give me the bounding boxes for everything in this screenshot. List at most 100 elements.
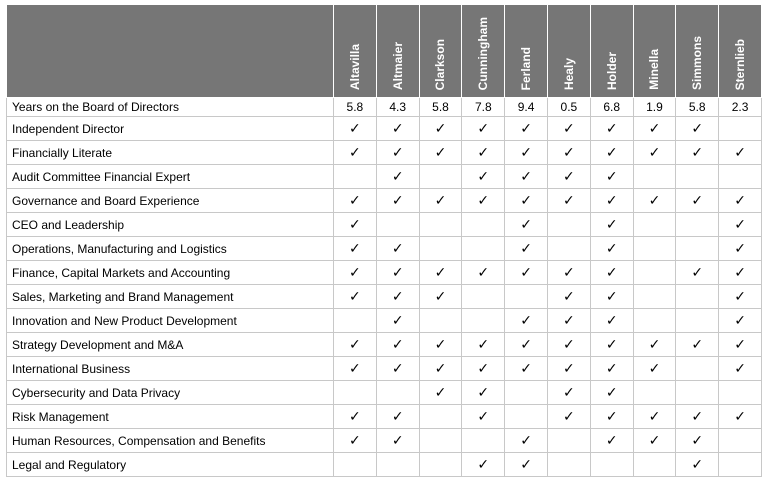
- checkmark-icon: ✓: [349, 360, 361, 376]
- skill-cell: ✓: [418, 188, 463, 213]
- skill-cell: [418, 452, 463, 477]
- skill-cell: [718, 428, 762, 453]
- checkmark-icon: ✓: [349, 336, 361, 352]
- checkmark-icon: ✓: [563, 264, 575, 280]
- skill-cell: ✓: [675, 428, 720, 453]
- checkmark-icon: ✓: [734, 216, 746, 232]
- checkmark-icon: ✓: [349, 120, 361, 136]
- skill-cell: ✓: [461, 260, 506, 285]
- checkmark-icon: ✓: [563, 168, 575, 184]
- skill-row: Sales, Marketing and Brand Management ✓ ✓ ✓…: [6, 284, 762, 309]
- years-value: 6.8: [589, 97, 634, 117]
- skill-cell: [546, 452, 591, 477]
- checkmark-icon: ✓: [691, 144, 704, 160]
- skill-cell: ✓: [589, 380, 634, 405]
- checkmark-icon: ✓: [349, 432, 361, 448]
- skill-cell: ✓: [375, 164, 420, 189]
- checkmark-icon: ✓: [477, 336, 490, 352]
- checkmark-icon: ✓: [648, 360, 661, 376]
- skill-cell: ✓: [589, 308, 634, 333]
- skill-cell: ✓: [632, 332, 677, 357]
- skill-cell: ✓: [504, 188, 548, 213]
- header-corner: [6, 4, 334, 98]
- skill-cell: ✓: [718, 188, 762, 213]
- skill-cell: ✓: [333, 332, 377, 357]
- checkmark-icon: ✓: [691, 408, 704, 424]
- skill-cell: ✓: [718, 308, 762, 333]
- skill-cell: [632, 380, 677, 405]
- skill-cell: ✓: [375, 308, 420, 333]
- skill-cell: ✓: [546, 332, 591, 357]
- skill-cell: ✓: [504, 140, 548, 165]
- skill-cell: ✓: [718, 404, 762, 429]
- skill-cell: ✓: [718, 356, 762, 381]
- skill-cell: ✓: [546, 380, 591, 405]
- checkmark-icon: ✓: [734, 336, 746, 352]
- skill-cell: ✓: [589, 236, 634, 261]
- checkmark-icon: ✓: [434, 336, 447, 352]
- skill-cell: [632, 452, 677, 477]
- checkmark-icon: ✓: [691, 432, 704, 448]
- skill-label: Sales, Marketing and Brand Management: [6, 284, 334, 309]
- skill-cell: [718, 452, 762, 477]
- years-value: 0.5: [546, 97, 591, 117]
- skill-cell: [675, 236, 720, 261]
- checkmark-icon: ✓: [520, 336, 532, 352]
- checkmark-icon: ✓: [605, 384, 618, 400]
- checkmark-icon: ✓: [605, 408, 618, 424]
- checkmark-icon: ✓: [391, 432, 404, 448]
- skill-cell: ✓: [375, 188, 420, 213]
- skill-label: Cybersecurity and Data Privacy: [6, 380, 334, 405]
- years-value: 2.3: [718, 97, 762, 117]
- skill-label: Legal and Regulatory: [6, 452, 334, 477]
- skill-cell: ✓: [632, 140, 677, 165]
- skill-cell: [632, 236, 677, 261]
- director-name: Clarkson: [433, 38, 448, 90]
- skill-cell: ✓: [418, 284, 463, 309]
- skill-cell: [461, 212, 506, 237]
- checkmark-icon: ✓: [434, 264, 447, 280]
- skill-cell: [461, 236, 506, 261]
- checkmark-icon: ✓: [605, 288, 618, 304]
- skill-cell: ✓: [632, 356, 677, 381]
- skill-cell: ✓: [375, 428, 420, 453]
- checkmark-icon: ✓: [391, 168, 404, 184]
- skill-cell: ✓: [504, 236, 548, 261]
- skill-cell: ✓: [418, 140, 463, 165]
- years-value: 5.8: [418, 97, 463, 117]
- skill-cell: ✓: [718, 236, 762, 261]
- skill-cell: [375, 452, 420, 477]
- skill-cell: [504, 404, 548, 429]
- skill-cell: ✓: [333, 260, 377, 285]
- skill-label: Audit Committee Financial Expert: [6, 164, 334, 189]
- skill-label: Human Resources, Compensation and Benefi…: [6, 428, 334, 453]
- checkmark-icon: ✓: [391, 312, 404, 328]
- checkmark-icon: ✓: [563, 144, 575, 160]
- checkmark-icon: ✓: [563, 288, 575, 304]
- skill-cell: ✓: [589, 188, 634, 213]
- skill-cell: [675, 212, 720, 237]
- skill-cell: ✓: [675, 260, 720, 285]
- skill-cell: ✓: [375, 404, 420, 429]
- skill-label: Finance, Capital Markets and Accounting: [6, 260, 334, 285]
- skill-cell: [632, 164, 677, 189]
- skill-cell: [718, 380, 762, 405]
- checkmark-icon: ✓: [434, 360, 447, 376]
- director-name: Ferland: [519, 46, 534, 90]
- skill-cell: ✓: [632, 188, 677, 213]
- years-value: 5.8: [333, 97, 377, 117]
- checkmark-icon: ✓: [648, 432, 661, 448]
- skill-cell: ✓: [718, 332, 762, 357]
- checkmark-icon: ✓: [563, 336, 575, 352]
- director-name: Simmons: [690, 35, 705, 90]
- director-name: Minella: [647, 49, 662, 90]
- checkmark-icon: ✓: [605, 312, 618, 328]
- skill-row: Human Resources, Compensation and Benefi…: [6, 428, 762, 453]
- skill-cell: [718, 164, 762, 189]
- checkmark-icon: ✓: [648, 144, 661, 160]
- skill-row: International Business ✓ ✓ ✓ ✓ ✓ ✓ ✓ ✓ ✓: [6, 356, 762, 381]
- checkmark-icon: ✓: [477, 120, 490, 136]
- skill-cell: ✓: [546, 404, 591, 429]
- skill-cell: [418, 164, 463, 189]
- skill-cell: [418, 308, 463, 333]
